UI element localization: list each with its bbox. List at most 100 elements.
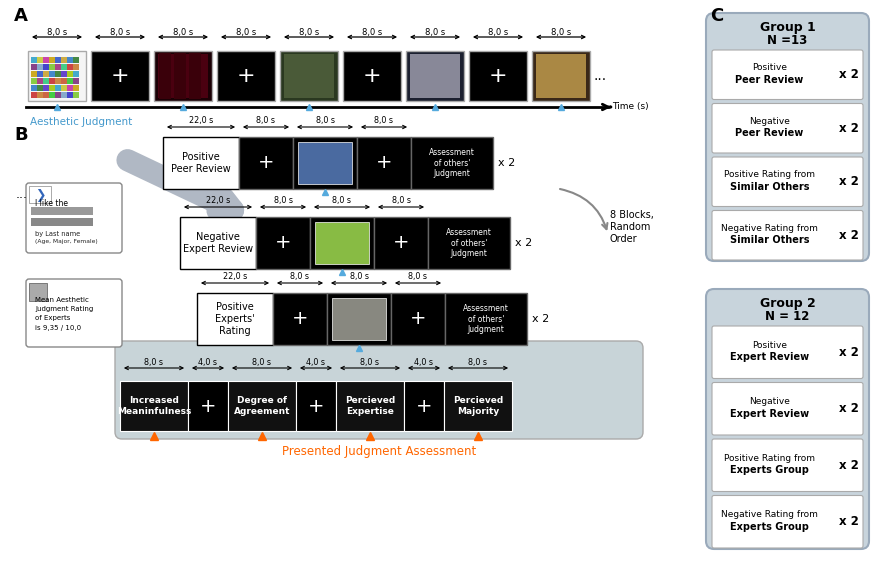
- Bar: [61, 91, 67, 98]
- Bar: [43, 85, 48, 91]
- Text: Similar Others: Similar Others: [730, 235, 809, 245]
- Bar: [55, 57, 60, 63]
- Text: N =13: N =13: [767, 34, 808, 46]
- Text: Judgment Rating: Judgment Rating: [35, 306, 93, 312]
- Bar: [154, 51, 212, 101]
- Bar: [469, 51, 527, 101]
- Bar: [55, 64, 60, 70]
- Text: 8,0 s: 8,0 s: [469, 357, 488, 367]
- Text: 8,0 s: 8,0 s: [236, 27, 256, 36]
- Text: ...: ...: [593, 69, 606, 83]
- Text: Peer Review: Peer Review: [735, 75, 803, 85]
- Bar: [43, 71, 48, 77]
- Bar: [296, 381, 336, 431]
- Bar: [55, 71, 60, 77]
- Bar: [174, 53, 186, 99]
- FancyBboxPatch shape: [712, 157, 863, 207]
- Bar: [55, 78, 60, 84]
- Bar: [73, 91, 79, 98]
- Bar: [31, 64, 37, 70]
- Text: x 2: x 2: [839, 459, 859, 472]
- Bar: [67, 64, 73, 70]
- Text: Positive: Positive: [752, 341, 787, 350]
- Bar: [357, 137, 411, 189]
- Text: +: +: [292, 310, 308, 328]
- Text: x 2: x 2: [839, 402, 859, 415]
- Bar: [67, 85, 73, 91]
- Bar: [31, 91, 37, 98]
- Bar: [188, 381, 228, 431]
- Bar: [445, 293, 527, 345]
- Bar: [391, 293, 445, 345]
- Text: 8,0 s: 8,0 s: [362, 27, 382, 36]
- Bar: [31, 78, 37, 84]
- Bar: [61, 71, 67, 77]
- Text: A: A: [14, 7, 28, 25]
- FancyBboxPatch shape: [712, 104, 863, 153]
- Bar: [406, 51, 464, 101]
- Text: Experts Group: Experts Group: [730, 466, 809, 475]
- Bar: [73, 57, 79, 63]
- Text: +: +: [237, 66, 255, 86]
- Bar: [43, 64, 48, 70]
- Text: Positive
Experts'
Rating: Positive Experts' Rating: [215, 302, 255, 336]
- Text: N = 12: N = 12: [766, 310, 809, 323]
- Text: +: +: [307, 397, 324, 416]
- Text: 8,0 s: 8,0 s: [488, 27, 508, 36]
- Text: Positive Rating from: Positive Rating from: [724, 454, 815, 463]
- Text: 8 Blocks,
Random
Order: 8 Blocks, Random Order: [610, 210, 653, 244]
- Text: 8,0 s: 8,0 s: [110, 27, 131, 36]
- Bar: [37, 78, 43, 84]
- Text: 4,0 s: 4,0 s: [414, 357, 434, 367]
- Text: Expert Review: Expert Review: [730, 409, 809, 419]
- FancyBboxPatch shape: [26, 183, 122, 253]
- Text: Peer Review: Peer Review: [735, 129, 803, 138]
- Bar: [55, 91, 60, 98]
- Bar: [29, 186, 51, 203]
- Text: Time (s): Time (s): [611, 102, 648, 112]
- Bar: [43, 91, 48, 98]
- FancyBboxPatch shape: [712, 439, 863, 492]
- Text: ...: ...: [16, 188, 28, 201]
- Text: 8,0 s: 8,0 s: [350, 273, 369, 281]
- Bar: [532, 51, 590, 101]
- Bar: [411, 137, 493, 189]
- Text: 8,0 s: 8,0 s: [47, 27, 67, 36]
- FancyBboxPatch shape: [115, 341, 643, 439]
- FancyBboxPatch shape: [706, 289, 869, 549]
- Bar: [159, 53, 171, 99]
- Bar: [273, 293, 327, 345]
- Text: (Age, Major, Female): (Age, Major, Female): [35, 240, 98, 244]
- Bar: [67, 71, 73, 77]
- Text: +: +: [489, 66, 507, 86]
- Bar: [43, 78, 48, 84]
- Bar: [189, 53, 201, 99]
- Bar: [37, 71, 43, 77]
- Bar: [61, 85, 67, 91]
- Text: 8,0 s: 8,0 s: [145, 357, 164, 367]
- Bar: [310, 217, 374, 269]
- Bar: [336, 381, 404, 431]
- Text: Negative: Negative: [749, 397, 790, 406]
- Bar: [61, 64, 67, 70]
- Bar: [284, 54, 334, 98]
- Text: Positive: Positive: [752, 63, 787, 72]
- FancyBboxPatch shape: [712, 50, 863, 100]
- Text: .: .: [310, 294, 314, 304]
- Text: 8,0 s: 8,0 s: [257, 116, 275, 126]
- Text: .: .: [316, 302, 320, 312]
- Bar: [73, 64, 79, 70]
- Text: +: +: [392, 233, 409, 252]
- Text: 8,0 s: 8,0 s: [375, 116, 393, 126]
- Text: x 2: x 2: [839, 68, 859, 81]
- Bar: [37, 64, 43, 70]
- Text: x 2: x 2: [839, 122, 859, 135]
- Bar: [49, 91, 54, 98]
- Text: ❯: ❯: [35, 189, 46, 201]
- Text: +: +: [258, 153, 274, 173]
- Bar: [31, 218, 93, 226]
- Text: 8,0 s: 8,0 s: [425, 27, 445, 36]
- Bar: [31, 207, 93, 215]
- Text: 8,0 s: 8,0 s: [551, 27, 571, 36]
- Bar: [37, 91, 43, 98]
